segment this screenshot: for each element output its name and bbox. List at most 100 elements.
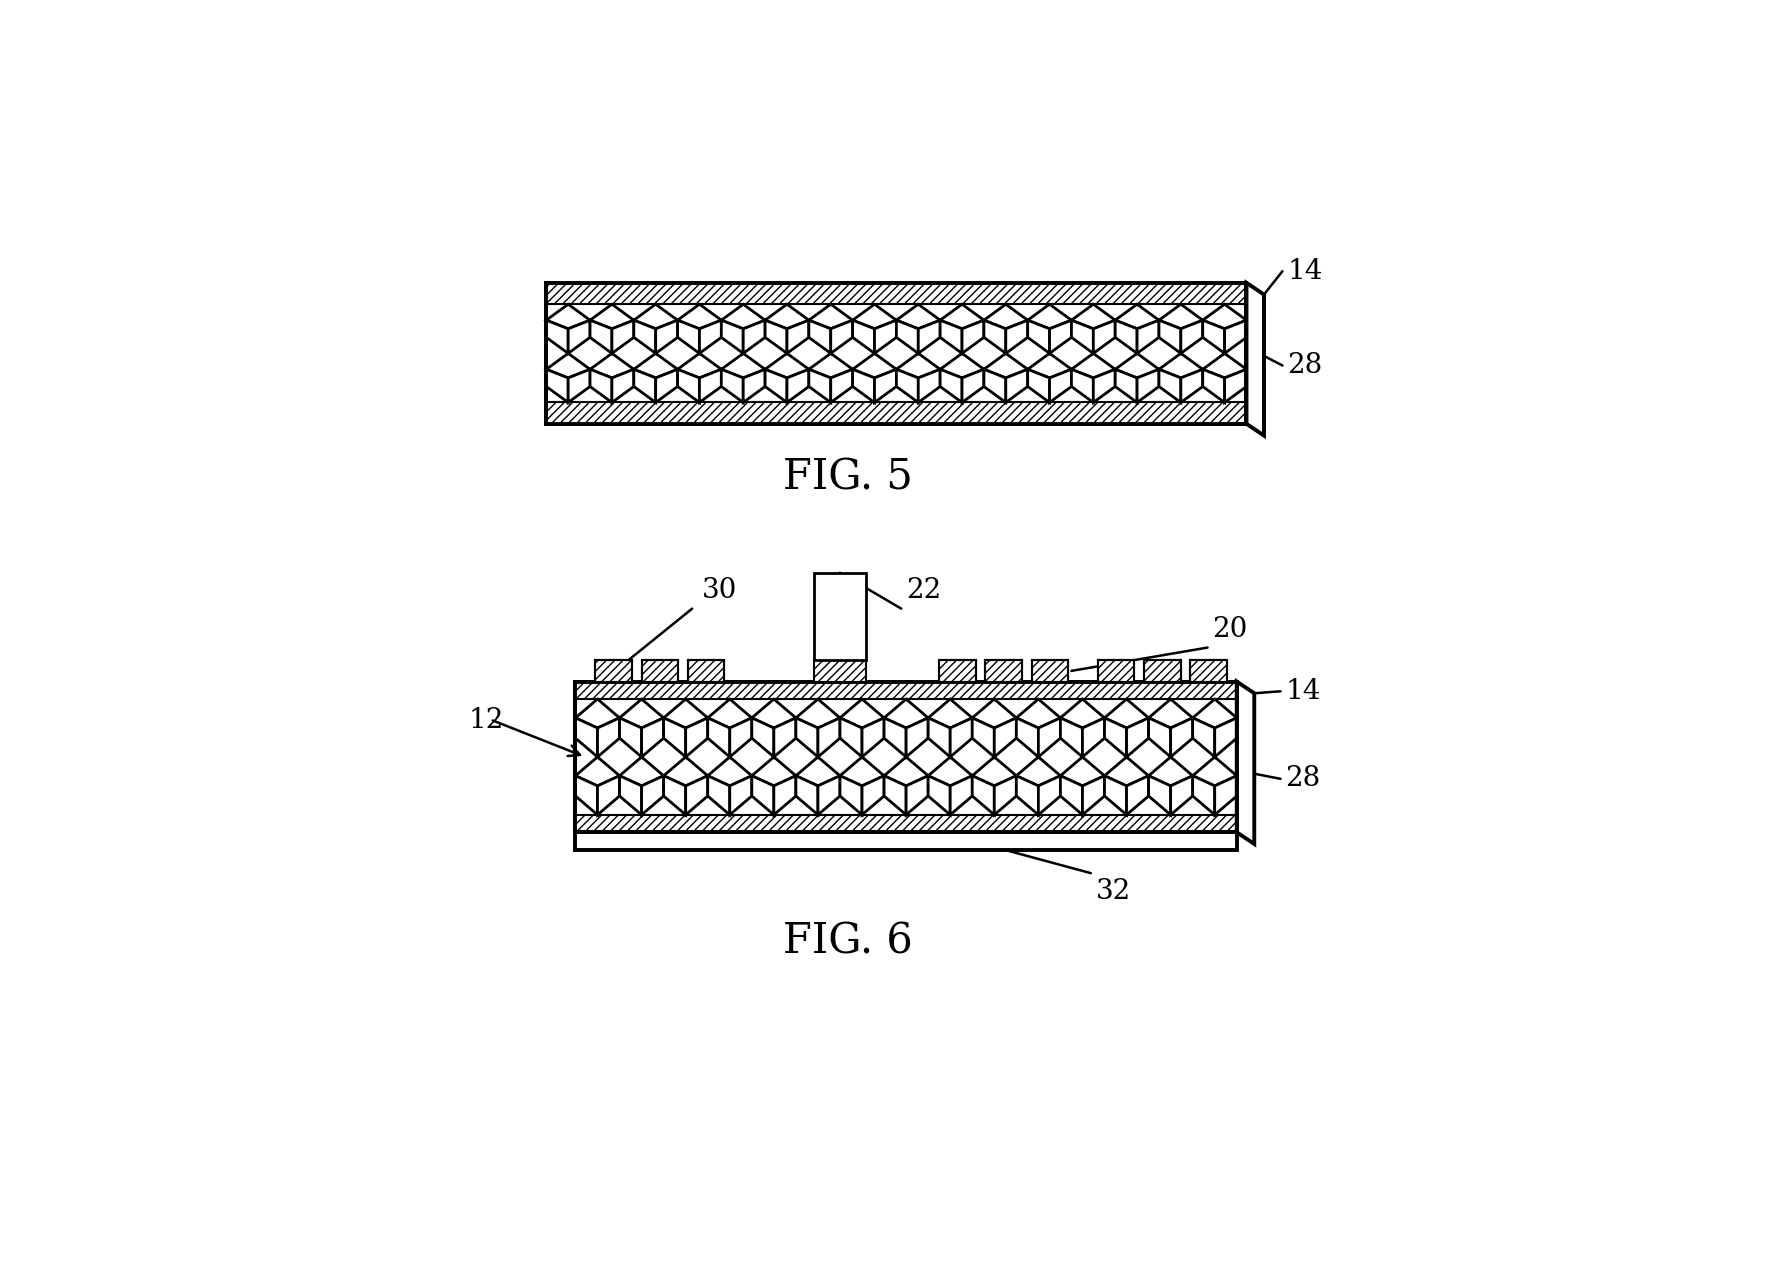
Polygon shape xyxy=(1028,321,1049,354)
Polygon shape xyxy=(1192,717,1215,757)
Bar xyxy=(1190,661,1228,682)
Polygon shape xyxy=(861,775,885,815)
Polygon shape xyxy=(1170,717,1192,757)
Bar xyxy=(575,682,1237,832)
Polygon shape xyxy=(663,775,686,815)
Polygon shape xyxy=(972,717,994,757)
Polygon shape xyxy=(547,321,568,354)
Polygon shape xyxy=(810,369,831,403)
Polygon shape xyxy=(1126,775,1149,815)
Polygon shape xyxy=(985,321,1006,354)
Polygon shape xyxy=(940,304,985,328)
Polygon shape xyxy=(743,369,765,403)
Polygon shape xyxy=(547,354,590,378)
Polygon shape xyxy=(729,717,752,757)
Polygon shape xyxy=(1247,283,1263,436)
Polygon shape xyxy=(1060,757,1104,786)
Polygon shape xyxy=(677,369,699,403)
Polygon shape xyxy=(897,304,940,328)
Polygon shape xyxy=(1083,717,1104,757)
Polygon shape xyxy=(1083,775,1104,815)
Bar xyxy=(985,661,1022,682)
Polygon shape xyxy=(663,717,686,757)
Polygon shape xyxy=(1028,369,1049,403)
Polygon shape xyxy=(874,369,897,403)
Polygon shape xyxy=(831,369,852,403)
Polygon shape xyxy=(708,775,729,815)
Polygon shape xyxy=(994,717,1017,757)
Polygon shape xyxy=(1049,321,1072,354)
Polygon shape xyxy=(765,304,810,328)
Polygon shape xyxy=(961,369,985,403)
Polygon shape xyxy=(818,717,840,757)
Polygon shape xyxy=(547,369,568,403)
Polygon shape xyxy=(752,717,774,757)
Polygon shape xyxy=(1192,757,1237,786)
Polygon shape xyxy=(818,775,840,815)
Text: 12: 12 xyxy=(468,707,504,734)
Polygon shape xyxy=(722,304,765,328)
Polygon shape xyxy=(765,354,810,378)
Polygon shape xyxy=(1006,369,1028,403)
Polygon shape xyxy=(885,717,906,757)
Polygon shape xyxy=(1192,700,1237,727)
Polygon shape xyxy=(972,757,1017,786)
Polygon shape xyxy=(852,321,874,354)
Polygon shape xyxy=(951,775,972,815)
Polygon shape xyxy=(1104,717,1126,757)
Polygon shape xyxy=(1160,321,1181,354)
Polygon shape xyxy=(1072,369,1094,403)
Polygon shape xyxy=(597,717,620,757)
Polygon shape xyxy=(940,354,985,378)
Polygon shape xyxy=(786,369,810,403)
Polygon shape xyxy=(985,304,1028,328)
Polygon shape xyxy=(1203,321,1224,354)
Polygon shape xyxy=(1215,775,1237,815)
Polygon shape xyxy=(985,369,1006,403)
Polygon shape xyxy=(795,700,840,727)
Polygon shape xyxy=(656,321,677,354)
Polygon shape xyxy=(663,700,708,727)
Polygon shape xyxy=(840,757,885,786)
Polygon shape xyxy=(1006,321,1028,354)
Polygon shape xyxy=(906,717,927,757)
Polygon shape xyxy=(1028,304,1072,328)
Polygon shape xyxy=(897,321,919,354)
Polygon shape xyxy=(1049,369,1072,403)
Polygon shape xyxy=(575,700,620,727)
Bar xyxy=(688,661,724,682)
Polygon shape xyxy=(568,369,590,403)
Polygon shape xyxy=(597,775,620,815)
Polygon shape xyxy=(951,717,972,757)
Polygon shape xyxy=(1060,717,1083,757)
Polygon shape xyxy=(752,757,795,786)
Polygon shape xyxy=(656,369,677,403)
Polygon shape xyxy=(634,369,656,403)
Polygon shape xyxy=(620,775,642,815)
Text: 30: 30 xyxy=(702,577,738,604)
Text: 32: 32 xyxy=(1095,878,1131,906)
Polygon shape xyxy=(1017,775,1038,815)
Polygon shape xyxy=(699,321,722,354)
Polygon shape xyxy=(752,700,795,727)
Polygon shape xyxy=(1028,354,1072,378)
Polygon shape xyxy=(1060,700,1104,727)
Polygon shape xyxy=(1017,717,1038,757)
Polygon shape xyxy=(885,700,927,727)
Polygon shape xyxy=(795,757,840,786)
Polygon shape xyxy=(1237,682,1254,844)
Polygon shape xyxy=(611,321,634,354)
Polygon shape xyxy=(1115,369,1137,403)
Polygon shape xyxy=(774,717,795,757)
Polygon shape xyxy=(1149,757,1192,786)
Polygon shape xyxy=(708,757,752,786)
Polygon shape xyxy=(795,717,818,757)
Bar xyxy=(813,572,867,661)
Polygon shape xyxy=(1104,700,1149,727)
Polygon shape xyxy=(708,700,752,727)
Bar xyxy=(1097,661,1135,682)
Polygon shape xyxy=(961,321,985,354)
Polygon shape xyxy=(1160,304,1203,328)
Polygon shape xyxy=(1115,354,1160,378)
Polygon shape xyxy=(919,321,940,354)
